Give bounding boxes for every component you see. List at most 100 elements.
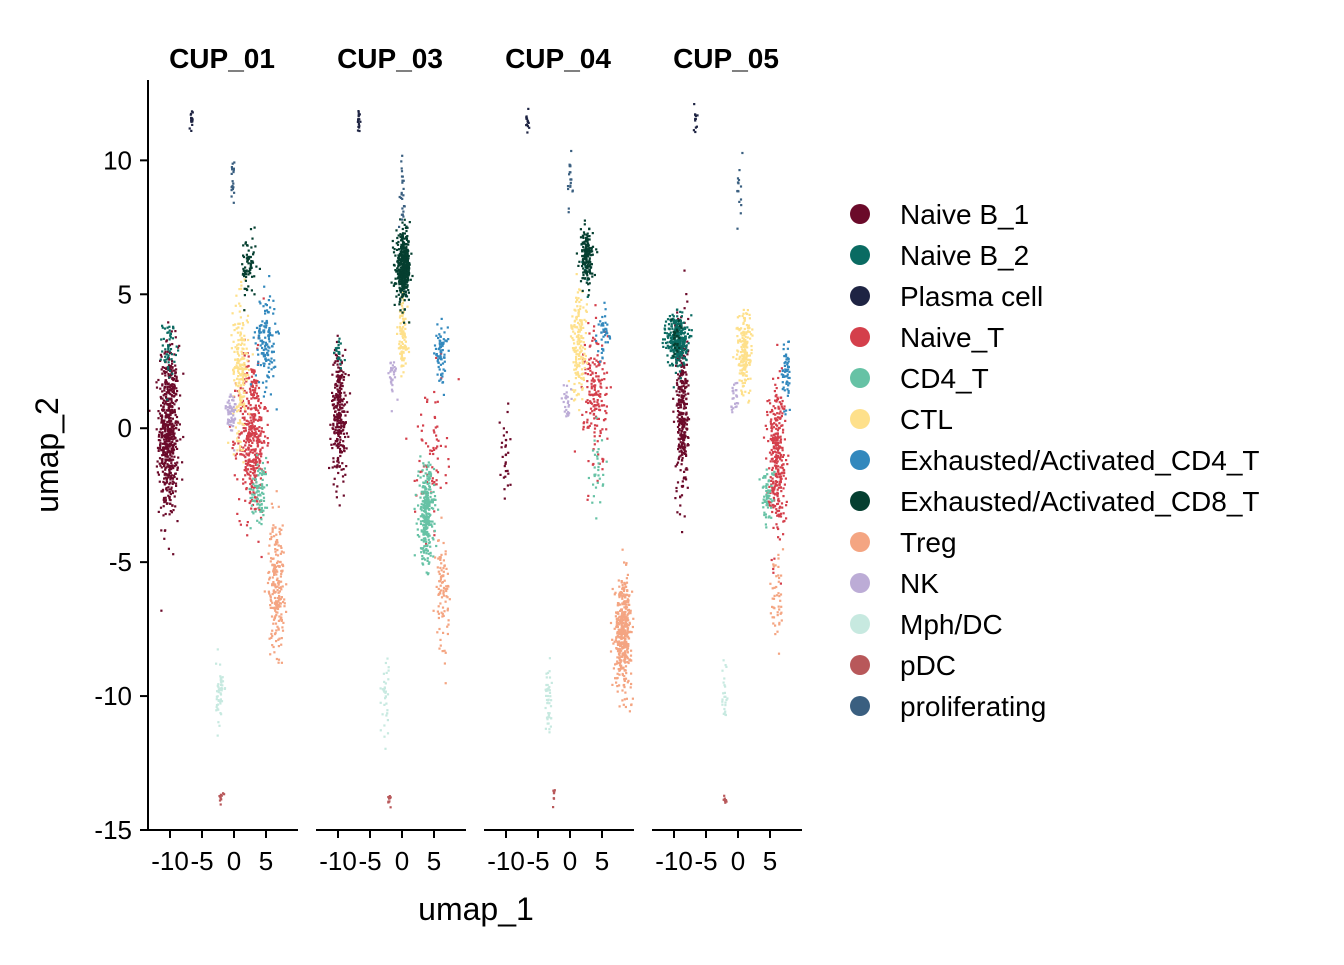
cell-point: [268, 332, 272, 335]
cell-point: [265, 324, 268, 327]
cell-point: [226, 401, 229, 404]
cell-point: [168, 420, 171, 423]
cell-point: [232, 405, 235, 408]
cell-point: [588, 250, 591, 254]
cell-point: [577, 310, 581, 313]
cell-point: [403, 299, 406, 302]
cell-point: [594, 392, 597, 395]
cell-point: [164, 499, 167, 502]
cell-point: [276, 577, 279, 580]
cell-point: [683, 470, 686, 473]
cell-point: [575, 300, 578, 303]
cell-point: [626, 660, 629, 664]
cell-point: [618, 661, 622, 664]
cell-point: [681, 453, 684, 456]
cell-point: [567, 207, 570, 210]
cell-point: [403, 285, 406, 288]
panel-points-CUP_03: [328, 110, 460, 809]
cell-point: [247, 256, 250, 259]
cell-point: [401, 287, 404, 290]
cell-point: [165, 423, 169, 427]
cell-point: [545, 676, 548, 679]
cell-point: [404, 279, 407, 282]
cell-point: [256, 380, 259, 383]
cell-point: [265, 484, 268, 487]
cell-point: [677, 413, 680, 416]
cell-point: [332, 399, 335, 402]
cell-point: [251, 421, 254, 424]
cell-point: [625, 672, 628, 675]
cell-point: [427, 473, 430, 476]
cell-point: [216, 734, 219, 737]
cell-point: [269, 594, 272, 597]
cell-point: [442, 594, 445, 597]
cell-point: [603, 378, 606, 381]
cell-point: [231, 399, 234, 402]
cell-point: [428, 504, 431, 507]
cell-point: [588, 235, 591, 238]
cell-point: [227, 399, 230, 402]
cell-point: [335, 340, 339, 344]
cell-point: [417, 504, 420, 507]
cell-point: [436, 373, 439, 376]
cell-point: [342, 480, 345, 483]
cell-point: [160, 431, 163, 435]
cell-point: [252, 439, 255, 442]
cell-point: [601, 484, 604, 487]
cell-point: [680, 394, 683, 397]
cell-point: [174, 490, 177, 493]
cell-point: [241, 388, 244, 391]
cell-point: [249, 492, 252, 495]
cell-point: [280, 546, 283, 549]
cell-point: [267, 338, 271, 341]
cell-point: [333, 414, 336, 417]
cell-point: [244, 408, 247, 411]
cell-point: [397, 293, 400, 296]
cell-point: [583, 360, 586, 363]
cell-point: [277, 591, 280, 594]
cell-point: [165, 445, 168, 448]
cell-point: [170, 425, 173, 428]
cell-point: [625, 562, 628, 565]
cell-point: [336, 437, 339, 441]
cell-point: [173, 383, 176, 386]
cell-point: [247, 270, 250, 273]
cell-point: [432, 490, 435, 494]
cell-point: [590, 382, 593, 385]
cell-point: [339, 436, 342, 439]
cell-point: [618, 668, 622, 671]
cell-point: [430, 499, 433, 502]
cell-point: [338, 408, 341, 411]
cell-point: [245, 275, 248, 279]
cell-point: [575, 273, 578, 276]
cell-point: [175, 477, 179, 480]
cell-point: [165, 442, 168, 445]
cell-point: [165, 409, 168, 412]
cell-point: [247, 364, 250, 368]
cell-point: [191, 118, 194, 121]
cell-point: [407, 254, 410, 258]
cell-point: [248, 267, 251, 270]
cell-point: [681, 421, 684, 424]
cell-point: [405, 295, 408, 298]
cell-point: [626, 681, 629, 684]
cell-point: [442, 631, 445, 634]
cell-point: [407, 289, 410, 292]
cell-point: [399, 322, 402, 325]
cell-point: [614, 615, 617, 618]
cell-point: [397, 261, 400, 264]
cell-point: [687, 418, 691, 421]
cell-point: [591, 410, 594, 413]
cell-point: [274, 526, 277, 529]
cell-point: [173, 360, 176, 363]
cell-point: [426, 482, 429, 486]
cell-point: [591, 232, 594, 235]
cell-point: [684, 476, 687, 479]
cell-point: [357, 120, 360, 123]
cell-point: [267, 354, 270, 357]
cell-point: [425, 571, 428, 574]
cell-point: [618, 591, 621, 594]
cell-point: [238, 419, 242, 422]
cell-point: [340, 403, 344, 406]
cell-point: [401, 250, 404, 253]
